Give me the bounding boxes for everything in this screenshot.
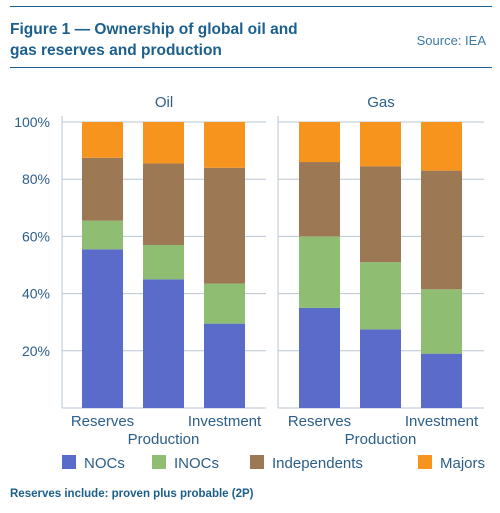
bar-segment-independents: [82, 157, 123, 221]
panel-title: Gas: [367, 94, 395, 111]
y-tick-label: 40%: [22, 286, 50, 302]
bar-segment-inocs: [143, 244, 184, 280]
bar-segment-nocs: [143, 279, 184, 408]
figure-source: Source: IEA: [416, 33, 486, 48]
bar-segment-inocs: [82, 220, 123, 250]
bar-segment-majors: [143, 122, 184, 164]
bar-segment-inocs: [204, 283, 245, 324]
category-label: Production: [345, 431, 417, 448]
legend-swatch-majors: [418, 455, 432, 469]
bar-segment-inocs: [421, 289, 462, 354]
bar-segment-independents: [421, 170, 462, 290]
legend-label: Majors: [440, 455, 485, 472]
bar-segment-nocs: [299, 307, 340, 408]
footnote: Reserves include: proven plus probable (…: [10, 488, 254, 500]
y-tick-label: 100%: [14, 114, 50, 130]
bar-segment-nocs: [360, 329, 401, 408]
bar-segment-independents: [204, 167, 245, 284]
bar-segment-nocs: [421, 353, 462, 408]
bar-segment-nocs: [82, 249, 123, 408]
panel-title: Oil: [155, 94, 173, 111]
bar-segment-majors: [299, 122, 340, 163]
figure-title: Figure 1 — Ownership of global oil and g…: [10, 21, 298, 59]
bar-segment-independents: [143, 163, 184, 245]
category-label: Investment: [188, 413, 262, 430]
legend-label: Independents: [272, 455, 363, 472]
y-tick-label: 80%: [22, 171, 50, 187]
legend-label: INOCs: [174, 455, 219, 472]
category-label: Production: [128, 431, 200, 448]
bar-segment-majors: [421, 122, 462, 171]
category-label: Reserves: [288, 413, 351, 430]
legend-swatch-independents: [250, 455, 264, 469]
bar-segment-majors: [82, 122, 123, 158]
y-tick-label: 60%: [22, 228, 50, 244]
bar-segment-independents: [299, 162, 340, 237]
legend-swatch-nocs: [62, 455, 76, 469]
bar-segment-majors: [204, 122, 245, 168]
y-tick-label: 20%: [22, 343, 50, 359]
bar-segment-inocs: [299, 236, 340, 308]
category-label: Reserves: [71, 413, 134, 430]
bar-segment-nocs: [204, 323, 245, 408]
bar-segment-independents: [360, 166, 401, 263]
category-label: Investment: [405, 413, 479, 430]
legend-label: NOCs: [84, 455, 125, 472]
bar-segment-inocs: [360, 262, 401, 330]
legend-swatch-inocs: [152, 455, 166, 469]
bar-segment-majors: [360, 122, 401, 167]
figure-header: Figure 1 — Ownership of global oil and g…: [10, 6, 492, 68]
